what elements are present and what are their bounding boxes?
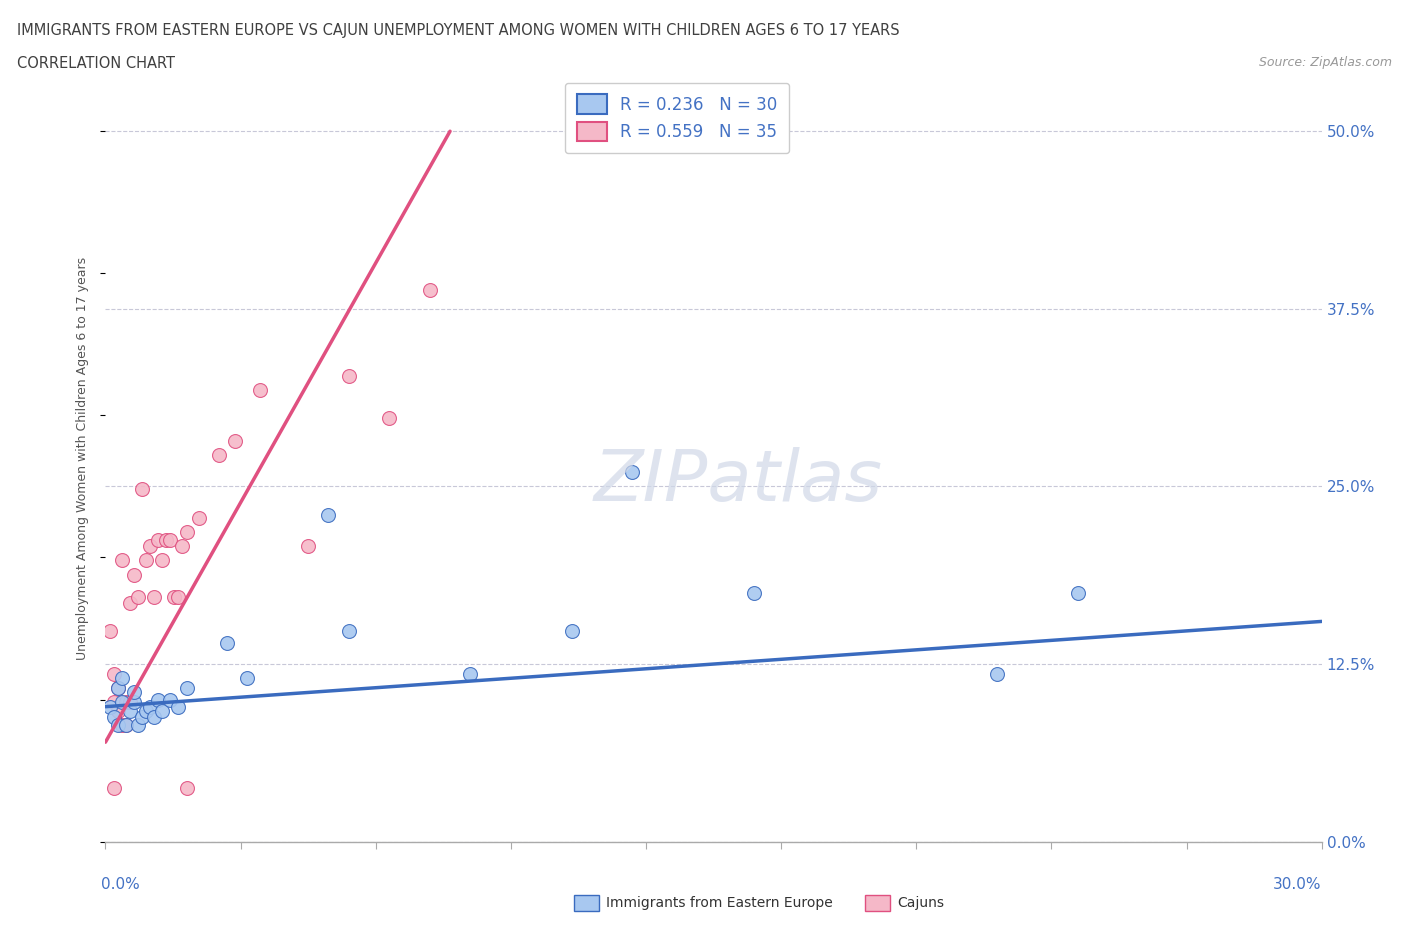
Point: [131, 482, 153, 497]
Point: [337, 368, 360, 383]
Point: [122, 567, 145, 582]
Point: [122, 695, 145, 710]
Point: [236, 671, 259, 685]
Point: [167, 699, 190, 714]
Point: [419, 283, 441, 298]
Point: [337, 624, 360, 639]
Point: [159, 692, 181, 707]
Point: [114, 718, 136, 733]
Point: [98, 699, 121, 714]
Point: [139, 699, 162, 714]
Point: [224, 433, 246, 448]
Point: [127, 718, 149, 733]
Point: [986, 667, 1008, 682]
Y-axis label: Unemployment Among Women with Children Ages 6 to 17 years: Unemployment Among Women with Children A…: [76, 257, 90, 659]
Point: [111, 718, 134, 733]
Point: [155, 533, 177, 548]
Point: [208, 447, 231, 462]
Point: [318, 508, 340, 523]
Point: [249, 382, 271, 397]
Point: [146, 533, 169, 548]
Text: Immigrants from Eastern Europe: Immigrants from Eastern Europe: [606, 896, 832, 910]
Text: ZIPatlas: ZIPatlas: [593, 446, 883, 515]
Point: [378, 411, 401, 426]
Point: [107, 703, 129, 718]
Text: 30.0%: 30.0%: [1274, 877, 1322, 892]
Text: Source: ZipAtlas.com: Source: ZipAtlas.com: [1258, 56, 1392, 69]
Point: [114, 718, 136, 733]
Point: [114, 695, 136, 710]
Legend: R = 0.236   N = 30, R = 0.559   N = 35: R = 0.236 N = 30, R = 0.559 N = 35: [565, 83, 789, 153]
Point: [103, 780, 125, 795]
Point: [111, 553, 134, 568]
Point: [135, 703, 157, 718]
Text: Cajuns: Cajuns: [897, 896, 943, 910]
Point: [187, 511, 209, 525]
Point: [139, 538, 162, 553]
Point: [176, 681, 198, 696]
Text: IMMIGRANTS FROM EASTERN EUROPE VS CAJUN UNEMPLOYMENT AMONG WOMEN WITH CHILDREN A: IMMIGRANTS FROM EASTERN EUROPE VS CAJUN …: [17, 23, 900, 38]
Point: [103, 667, 125, 682]
Point: [163, 590, 186, 604]
Point: [1067, 586, 1090, 601]
Point: [103, 695, 125, 710]
Point: [176, 780, 198, 795]
Point: [111, 695, 134, 710]
Point: [561, 624, 583, 639]
Point: [118, 695, 141, 710]
Point: [621, 465, 644, 480]
Point: [107, 681, 129, 696]
Point: [135, 553, 157, 568]
Point: [98, 624, 121, 639]
Point: [176, 525, 198, 539]
Text: 0.0%: 0.0%: [101, 877, 141, 892]
Point: [159, 533, 181, 548]
Point: [143, 710, 166, 724]
Point: [118, 703, 141, 718]
Point: [107, 718, 129, 733]
Point: [143, 590, 166, 604]
Point: [111, 671, 134, 685]
Point: [127, 590, 149, 604]
Point: [146, 692, 169, 707]
Point: [217, 635, 239, 650]
Point: [297, 538, 319, 553]
Point: [458, 667, 481, 682]
Point: [167, 590, 190, 604]
Point: [131, 710, 153, 724]
Point: [118, 595, 141, 610]
Point: [107, 681, 129, 696]
Point: [122, 685, 145, 700]
Point: [742, 586, 765, 601]
Point: [150, 553, 173, 568]
Point: [150, 703, 173, 718]
Text: CORRELATION CHART: CORRELATION CHART: [17, 56, 174, 71]
Point: [172, 538, 194, 553]
Point: [103, 710, 125, 724]
